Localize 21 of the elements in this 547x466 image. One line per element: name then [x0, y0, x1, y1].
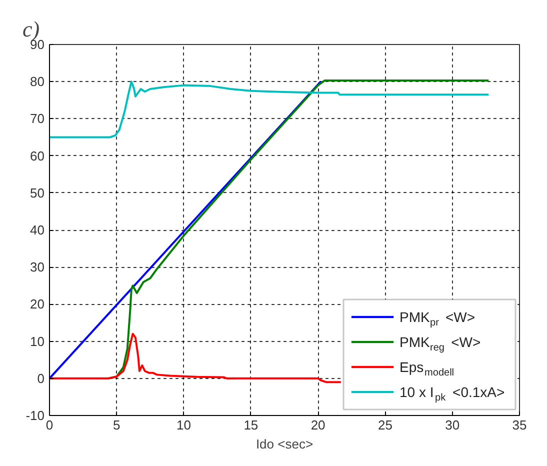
- y-tick-label: 40: [30, 222, 45, 238]
- y-tick-label: 80: [30, 74, 45, 90]
- y-tick-label: 20: [30, 296, 45, 312]
- y-tick-label: -10: [26, 408, 45, 423]
- x-tick-label: 30: [445, 418, 460, 432]
- y-tick-label: 0: [37, 370, 45, 386]
- chart-title: c): [22, 16, 40, 42]
- line-series: [50, 80, 490, 138]
- y-tick-label: 70: [30, 111, 45, 126]
- line-series: [50, 332, 342, 384]
- y-tick-label: 60: [30, 148, 45, 164]
- x-axis-title: Ido <sec>: [256, 436, 314, 452]
- x-tick-label: 15: [244, 418, 258, 432]
- y-tick-label: 30: [30, 260, 45, 275]
- x-tick-label: 5: [113, 418, 120, 432]
- x-tick-label: 25: [378, 418, 392, 432]
- x-tick-label: 35: [512, 418, 527, 432]
- x-tick-label: 20: [310, 418, 326, 432]
- y-tick-label: 50: [30, 185, 45, 200]
- x-tick-label: 10: [176, 418, 192, 432]
- y-tick-label: 10: [30, 334, 45, 349]
